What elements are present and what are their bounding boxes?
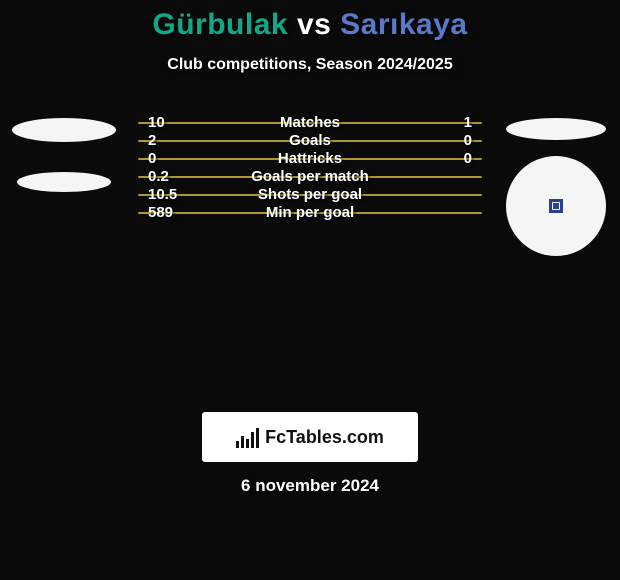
stat-track (138, 212, 482, 214)
vs-word: vs (297, 8, 331, 41)
stat-track (138, 176, 482, 178)
player1-name: Gürbulak (152, 8, 288, 41)
fctables-logo: FcTables.com (202, 412, 418, 462)
player2-name: Sarıkaya (340, 8, 467, 41)
player1-club-icon (17, 172, 111, 192)
subtitle: Club competitions, Season 2024/2025 (0, 56, 620, 74)
logo-bars-icon (236, 426, 259, 448)
stat-track (138, 122, 482, 124)
page-title: Gürbulak vs Sarıkaya (0, 0, 620, 42)
stat-track (138, 140, 482, 142)
date-text: 6 november 2024 (0, 476, 620, 496)
player1-avatars (0, 118, 128, 192)
stat-track (138, 158, 482, 160)
player2-club-icon (506, 156, 606, 256)
comparison-card: Gürbulak vs Sarıkaya Club competitions, … (0, 0, 620, 580)
stat-track (138, 194, 482, 196)
stats-bars: 101Matches20Goals00Hattricks0.2Goals per… (138, 122, 482, 212)
player2-avatars (492, 118, 620, 256)
player2-avatar-icon (506, 118, 606, 140)
player1-avatar-icon (12, 118, 116, 142)
logo-text: FcTables.com (265, 427, 384, 448)
player2-club-badge-icon (549, 199, 563, 213)
